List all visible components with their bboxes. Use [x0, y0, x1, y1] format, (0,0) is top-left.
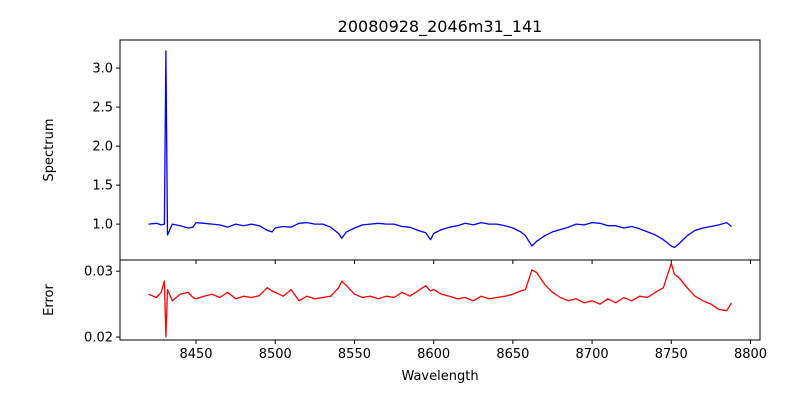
error-axes: 0.02 0.03 8450 8500 8550 8600 8650 8700 8750 8800: [84, 259, 767, 362]
x-axis-label: Wavelength: [401, 369, 478, 384]
y-tick-label: 3.0: [92, 62, 113, 77]
y-tick-label: 0.03: [84, 265, 113, 280]
y-tick-label: 0.02: [84, 331, 113, 346]
x-tick-label: 8750: [655, 347, 688, 362]
x-tick-label: 8650: [496, 347, 529, 362]
y-tick-label: 2.5: [92, 101, 113, 116]
y-tick-label: 1.0: [92, 218, 113, 233]
x-tick-label: 8550: [338, 347, 371, 362]
x-tick-label: 8800: [734, 347, 767, 362]
y-tick-label: 2.0: [92, 140, 113, 155]
x-tick-label: 8600: [417, 347, 450, 362]
x-tick-label: 8500: [259, 347, 292, 362]
error-y-label: Error: [42, 284, 57, 316]
spectrum-y-label: Spectrum: [42, 119, 57, 182]
error-series-line: [148, 262, 733, 338]
spectrum-series-line: [148, 50, 732, 249]
x-tick-label: 8700: [576, 347, 609, 362]
y-tick-label: 1.5: [92, 179, 113, 194]
x-tick-label: 8450: [179, 347, 212, 362]
axes-frame: [119, 259, 761, 341]
chart-title: 20080928_2046m31_141: [338, 17, 543, 37]
